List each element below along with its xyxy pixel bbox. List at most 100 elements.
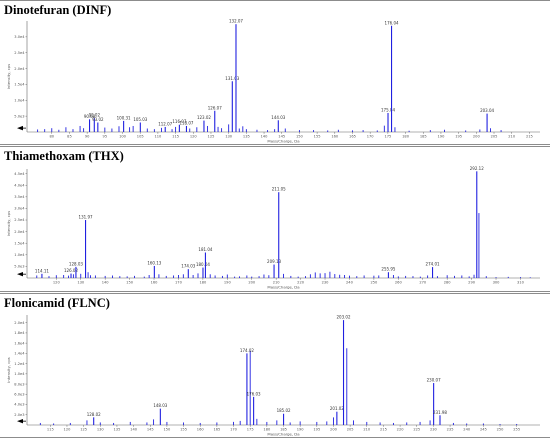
y-axis-title: Intensity, cps xyxy=(6,211,11,236)
x-tick-label: 230 xyxy=(322,281,330,285)
peak-label: 148.03 xyxy=(153,403,167,408)
x-tick-label: 110 xyxy=(154,135,162,139)
x-tick-label: 115 xyxy=(172,135,179,139)
x-tick-label: 205 xyxy=(491,135,498,139)
x-tick-label: 170 xyxy=(367,135,375,139)
x-tick-label: 90 xyxy=(85,135,90,139)
x-tick-label: 120 xyxy=(190,135,198,139)
x-tick-label: 200 xyxy=(330,428,338,432)
y-tick-label: 2.0e4 xyxy=(14,321,25,325)
peak-label: 185.02 xyxy=(277,408,291,413)
y-tick-label: 1.5e4 xyxy=(14,241,25,245)
y-tick-label: 6.0e3 xyxy=(14,393,24,397)
x-tick-label: 220 xyxy=(297,281,305,285)
x-tick-label: 125 xyxy=(208,135,215,139)
peak-label: 175.04 xyxy=(381,107,395,112)
x-tick-label: 230 xyxy=(430,428,438,432)
x-tick-label: 225 xyxy=(413,428,420,432)
peak-label: 105.03 xyxy=(133,117,147,122)
peak-label: 144.03 xyxy=(271,115,285,120)
x-tick-label: 190 xyxy=(438,135,446,139)
x-tick-label: 240 xyxy=(463,428,471,432)
peak-label: 211.05 xyxy=(272,187,286,192)
peak-label: 92.02 xyxy=(89,113,101,118)
peak-label: 90.68 xyxy=(84,114,96,119)
x-tick-label: 200 xyxy=(248,281,256,285)
x-tick-label: 210 xyxy=(508,135,516,139)
x-axis-title: Mass/Charge, Da xyxy=(267,432,299,437)
peak-label: 128.02 xyxy=(87,412,101,417)
x-tick-label: 155 xyxy=(314,135,321,139)
x-tick-label: 165 xyxy=(213,428,220,432)
x-tick-label: 245 xyxy=(480,428,487,432)
peak-label: 180.04 xyxy=(196,262,210,267)
x-tick-label: 185 xyxy=(420,135,427,139)
x-tick-label: 160 xyxy=(151,281,159,285)
x-tick-label: 80 xyxy=(49,135,54,139)
peak-label: 174.03 xyxy=(181,264,195,269)
x-tick-label: 215 xyxy=(526,135,533,139)
peak-label: 114.11 xyxy=(35,268,49,273)
x-tick-label: 140 xyxy=(130,428,138,432)
x-tick-label: 130 xyxy=(77,281,85,285)
x-tick-label: 260 xyxy=(395,281,403,285)
x-tick-label: 180 xyxy=(263,428,271,432)
x-tick-label: 100 xyxy=(119,135,127,139)
x-tick-label: 180 xyxy=(402,135,410,139)
y-tick-label: 2.5e4 xyxy=(14,218,25,222)
x-tick-label: 300 xyxy=(493,281,501,285)
x-tick-label: 135 xyxy=(243,135,250,139)
flonicamid-spectrum-panel: Flonicamid (FLNC) 2.0e3 4.0e3 6.0e3 8.0e3 1.… xyxy=(0,293,550,438)
x-tick-label: 195 xyxy=(313,428,320,432)
peak-label: 126.07 xyxy=(208,105,222,110)
peak-label: 118.07 xyxy=(179,120,193,125)
x-tick-label: 130 xyxy=(97,428,105,432)
x-tick-label: 220 xyxy=(397,428,405,432)
x-tick-label: 115 xyxy=(47,428,54,432)
x-tick-label: 180 xyxy=(199,281,207,285)
x-tick-label: 150 xyxy=(163,428,171,432)
flonicamid-spectrum-chart: 2.0e3 4.0e3 6.0e3 8.0e3 1.0e4 1.2e4 1.4e4 1.6e4… xyxy=(6,315,540,437)
panel-title: Dinotefuran (DINF) xyxy=(4,3,112,17)
thiamethoxam-spectrum-panel: Thiamethoxam (THX) 5.0e3 1.0e4 1.5e4 2.0e4 2… xyxy=(0,146,550,292)
x-tick-label: 210 xyxy=(363,428,371,432)
x-tick-label: 255 xyxy=(513,428,520,432)
y-axis-title: Intensity, cps xyxy=(6,64,11,89)
x-tick-label: 175 xyxy=(384,135,391,139)
x-tick-label: 240 xyxy=(346,281,354,285)
x-tick-label: 85 xyxy=(67,135,72,139)
x-tick-label: 120 xyxy=(53,281,61,285)
peak-label: 176.03 xyxy=(247,391,261,396)
x-axis-title: Mass/Charge, Da xyxy=(267,285,299,290)
x-tick-label: 105 xyxy=(137,135,144,139)
baseline-marker-icon xyxy=(17,125,23,131)
y-tick-label: 1.0e4 xyxy=(14,372,25,376)
x-tick-label: 165 xyxy=(349,135,356,139)
x-tick-label: 175 xyxy=(247,428,254,432)
peak-label: 176.04 xyxy=(385,20,399,25)
x-tick-label: 95 xyxy=(103,135,108,139)
dinotefuran-spectrum-panel: Dinotefuran (DINF) 5.0e3 1.0e4 1.5e4 2.0e4 2… xyxy=(0,0,550,145)
peak-label: 209.13 xyxy=(267,259,281,264)
peak-label: 174.02 xyxy=(240,348,254,353)
y-tick-label: 1.0e4 xyxy=(14,98,25,102)
x-tick-label: 250 xyxy=(497,428,505,432)
y-tick-label: 1.0e4 xyxy=(14,253,25,257)
x-tick-label: 150 xyxy=(296,135,304,139)
peak-label: 132.07 xyxy=(229,19,243,24)
x-tick-label: 210 xyxy=(273,281,281,285)
peak-label: 292.12 xyxy=(470,166,484,171)
x-tick-label: 310 xyxy=(517,281,525,285)
x-tick-label: 190 xyxy=(297,428,305,432)
x-tick-label: 160 xyxy=(331,135,339,139)
baseline-marker-icon xyxy=(17,271,23,277)
peak-label: 160.13 xyxy=(147,260,161,265)
peak-label: 255.95 xyxy=(381,267,395,272)
y-tick-label: 3.5e4 xyxy=(14,195,25,199)
peak-label: 230.07 xyxy=(427,378,441,383)
peak-label: 203.02 xyxy=(337,315,351,320)
x-tick-label: 155 xyxy=(180,428,187,432)
y-tick-label: 8.0e3 xyxy=(14,382,24,386)
x-tick-label: 280 xyxy=(444,281,452,285)
peak-label: 274.01 xyxy=(426,262,440,267)
